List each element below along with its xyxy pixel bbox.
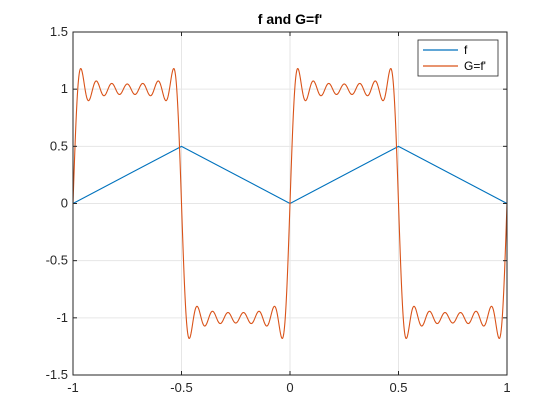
x-tick-label: -1 <box>67 380 79 395</box>
series-line-g <box>73 67 507 340</box>
x-tick-labels: -1 -0.5 0 0.5 1 <box>67 380 510 395</box>
y-tick-label: 0 <box>61 196 68 211</box>
y-tick-label: 1 <box>61 81 68 96</box>
x-tick-label: 1 <box>503 380 510 395</box>
y-tick-label: 1.5 <box>50 24 68 39</box>
y-tick-label: 0.5 <box>50 138 68 153</box>
y-tick-label: -0.5 <box>46 253 68 268</box>
x-tick-label: -0.5 <box>170 380 192 395</box>
y-tick-label: -1.5 <box>46 367 68 382</box>
legend-box <box>417 39 499 77</box>
y-tick-label: -1 <box>56 310 68 325</box>
chart-title: f and G=f' <box>258 11 322 27</box>
legend-label-f: f <box>464 43 468 57</box>
y-tick-labels: -1.5 -1 -0.5 0 0.5 1 1.5 <box>46 24 68 382</box>
x-tick-label: 0 <box>286 380 293 395</box>
x-tick-label: 0.5 <box>389 380 407 395</box>
series-layer <box>73 67 507 340</box>
legend: f G=f' <box>417 39 499 77</box>
legend-label-g: G=f' <box>464 59 486 73</box>
ticks <box>72 31 508 376</box>
